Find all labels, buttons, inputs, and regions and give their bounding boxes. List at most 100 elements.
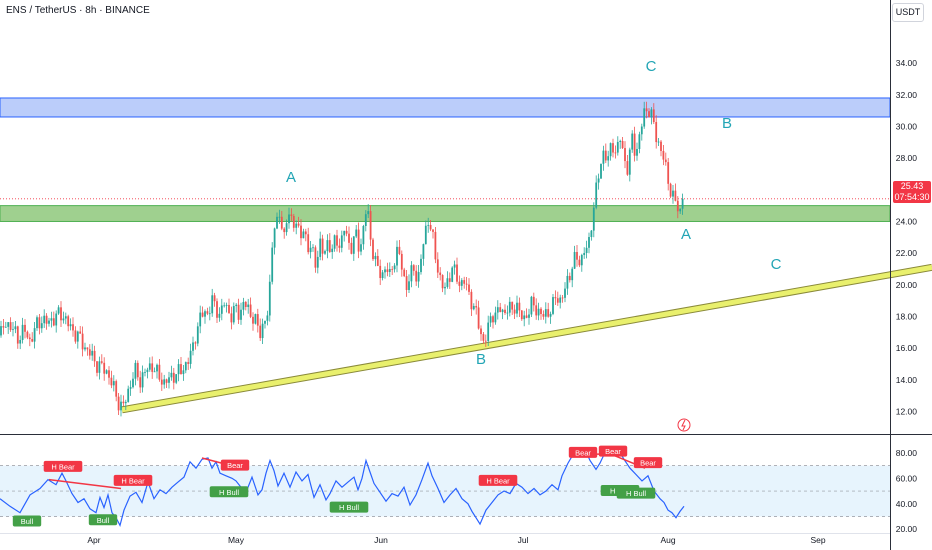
bear-divergence-badge: H Bear: [113, 474, 153, 486]
candle: [525, 315, 528, 318]
alert-icon[interactable]: [677, 418, 691, 432]
candle: [88, 349, 91, 356]
candle: [676, 200, 679, 212]
candle: [24, 324, 26, 332]
candle: [283, 228, 286, 233]
candle: [614, 152, 617, 154]
candle: [91, 350, 94, 356]
candle: [477, 307, 480, 329]
candle: [422, 244, 425, 259]
candle: [396, 246, 398, 266]
candle: [160, 379, 163, 385]
candle: [568, 275, 571, 281]
candle: [146, 369, 149, 373]
candle: [664, 159, 667, 163]
candle: [314, 247, 317, 268]
rsi-pane[interactable]: H Bear Bear H Bear H Bear Bear Bear Bear Bull Bu…: [0, 445, 890, 528]
candle: [417, 272, 420, 282]
candle: [168, 377, 170, 383]
candle: [518, 302, 521, 311]
chart-title: ENS / TetherUS · 8h · BINANCE: [6, 5, 150, 16]
candle: [55, 313, 58, 326]
candle: [264, 320, 266, 324]
candle: [81, 333, 84, 350]
candle: [362, 225, 365, 245]
candle: [652, 109, 655, 123]
badge-label: Bear: [227, 461, 243, 470]
candle: [309, 247, 312, 253]
badge-bg: [209, 486, 249, 498]
candle: [602, 150, 605, 164]
candle: [405, 276, 408, 290]
candle: [103, 362, 106, 374]
wave-label-c: C: [646, 58, 657, 75]
candle: [300, 225, 302, 239]
candle: [345, 230, 348, 234]
candle: [592, 207, 595, 231]
candle: [616, 142, 619, 153]
candle: [434, 231, 437, 260]
bull-divergence-badge: H Bull: [209, 486, 249, 498]
candle: [350, 242, 353, 254]
candle: [31, 339, 34, 342]
candle: [571, 268, 574, 281]
candle: [304, 231, 307, 235]
candle: [223, 305, 226, 307]
candle: [225, 304, 228, 306]
candle: [60, 307, 62, 321]
candle: [192, 342, 194, 351]
time-tick-label: Jul: [518, 535, 529, 545]
candle: [537, 308, 540, 316]
candle: [86, 347, 89, 350]
candle: [285, 223, 288, 233]
candle: [484, 340, 487, 342]
rsi-tick-label: 80.00: [896, 448, 918, 458]
candle: [259, 325, 262, 339]
candle: [444, 286, 446, 289]
candle: [672, 190, 674, 197]
candle: [158, 364, 161, 380]
candle: [127, 388, 130, 402]
candle: [2, 326, 5, 328]
price-tick-label: 22.00: [896, 248, 918, 258]
candle: [331, 248, 334, 253]
candle: [508, 301, 511, 313]
wave-label-b: B: [722, 115, 732, 132]
candle: [213, 295, 216, 302]
main-price-pane[interactable]: A B C B A C: [0, 58, 932, 435]
candle: [307, 234, 310, 253]
candle: [482, 334, 485, 341]
candle: [547, 309, 550, 317]
candle: [228, 304, 230, 314]
time-axis[interactable]: Apr May Jun Jul Aug Sep: [0, 533, 890, 546]
candle: [662, 150, 665, 160]
candle: [266, 315, 269, 321]
candle: [252, 316, 254, 324]
price-tick-label: 20.00: [896, 280, 918, 290]
candle: [170, 372, 173, 378]
candle: [333, 235, 336, 249]
candle: [271, 247, 274, 282]
candle: [163, 379, 166, 385]
candle: [338, 245, 341, 248]
candle: [218, 313, 221, 318]
candle: [412, 265, 415, 271]
candle: [290, 214, 293, 216]
candle: [0, 326, 2, 336]
badge-label: H Bear: [121, 476, 145, 485]
candle: [494, 312, 497, 323]
candle: [441, 275, 444, 289]
candle: [52, 318, 55, 326]
candle: [624, 148, 626, 162]
candle: [549, 313, 552, 317]
candle: [559, 297, 562, 303]
candle: [650, 109, 653, 118]
candle: [316, 256, 319, 268]
candle: [552, 297, 554, 314]
currency-button[interactable]: USDT: [892, 3, 924, 22]
badge-label: H Bear: [486, 476, 510, 485]
candle: [105, 370, 108, 374]
candle: [4, 326, 7, 328]
candle: [403, 269, 406, 277]
